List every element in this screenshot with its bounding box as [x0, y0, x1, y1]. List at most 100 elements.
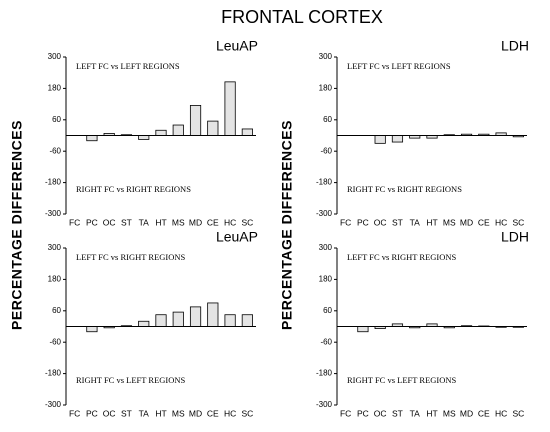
- x-tick-label: PC: [357, 217, 369, 227]
- x-tick-label: PC: [86, 217, 98, 227]
- bar: [224, 81, 236, 136]
- x-tick-label: SC: [241, 408, 253, 418]
- x-tick-label: HC: [495, 408, 507, 418]
- bar: [207, 302, 219, 327]
- x-tick-label: HT: [155, 217, 166, 227]
- y-tick-label: -300: [45, 400, 62, 409]
- x-tick-label: CE: [478, 217, 490, 227]
- bar: [207, 120, 219, 136]
- y-tick-label: -300: [316, 209, 333, 218]
- chart-title: LeuAP: [216, 38, 258, 54]
- y-tick-label: 300: [319, 52, 333, 61]
- x-tick-label: ST: [121, 408, 132, 418]
- x-tick-label: SC: [512, 408, 524, 418]
- bar: [241, 128, 253, 136]
- x-tick-label: MD: [460, 217, 473, 227]
- x-tick-label: PC: [357, 408, 369, 418]
- x-tick-label: ST: [392, 217, 403, 227]
- x-tick-label: FC: [340, 408, 351, 418]
- x-tick-label: TA: [139, 408, 150, 418]
- y-tick-label: 180: [48, 275, 62, 284]
- x-tick-label: MS: [443, 408, 456, 418]
- y-tick-label: -300: [45, 209, 62, 218]
- bar: [172, 124, 184, 136]
- x-tick-label: SC: [512, 217, 524, 227]
- y-tick-label: -300: [316, 400, 333, 409]
- bar: [224, 314, 236, 327]
- chart-title: LDH: [501, 229, 529, 245]
- x-tick-label: HT: [426, 217, 437, 227]
- y-tick-label: 60: [52, 115, 61, 124]
- x-tick-label: MD: [460, 408, 473, 418]
- figure-title: FRONTAL CORTEX: [221, 7, 383, 27]
- bar: [241, 314, 253, 327]
- x-tick-label: ST: [392, 408, 403, 418]
- y-tick-label: -60: [49, 146, 61, 155]
- y-tick-label: 180: [48, 84, 62, 93]
- x-tick-label: CE: [478, 408, 490, 418]
- bar: [155, 314, 167, 327]
- x-tick-label: OC: [103, 408, 116, 418]
- y-tick-label: -180: [45, 369, 62, 378]
- y-tick-label: -180: [45, 178, 62, 187]
- x-tick-label: OC: [374, 408, 387, 418]
- y-tick-label: -180: [316, 369, 333, 378]
- annotation: LEFT FC vs LEFT REGIONS: [347, 61, 451, 71]
- chart-title: LDH: [501, 38, 529, 54]
- x-tick-label: FC: [340, 217, 351, 227]
- annotation: RIGHT FC vs LEFT REGIONS: [76, 375, 186, 385]
- x-tick-label: TA: [410, 408, 421, 418]
- y-tick-label: -60: [49, 337, 61, 346]
- annotation: LEFT FC vs LEFT REGIONS: [76, 61, 180, 71]
- bar: [138, 320, 150, 327]
- y-tick-label: -60: [320, 146, 332, 155]
- x-tick-label: HC: [495, 217, 507, 227]
- bar: [357, 326, 369, 333]
- y-tick-label: 60: [323, 115, 332, 124]
- y-tick-label: 180: [319, 275, 333, 284]
- annotation: RIGHT FC vs RIGHT REGIONS: [347, 184, 462, 194]
- y-tick-label: 60: [323, 306, 332, 315]
- bar: [391, 135, 404, 143]
- bar: [86, 326, 98, 333]
- x-tick-label: MD: [189, 217, 202, 227]
- x-tick-label: MS: [172, 408, 185, 418]
- bar: [189, 105, 202, 136]
- y-tick-label: 300: [319, 243, 333, 252]
- y-tick-label: 300: [48, 52, 62, 61]
- annotation: LEFT FC vs RIGHT REGIONS: [76, 252, 186, 262]
- y-tick-label: -180: [316, 178, 333, 187]
- chart-title: LeuAP: [216, 229, 258, 245]
- bar: [374, 135, 386, 144]
- bar: [86, 135, 98, 142]
- x-tick-label: TA: [139, 217, 150, 227]
- annotation: RIGHT FC vs RIGHT REGIONS: [76, 184, 191, 194]
- x-tick-label: CE: [207, 408, 219, 418]
- x-tick-label: OC: [374, 217, 387, 227]
- annotation: RIGHT FC vs LEFT REGIONS: [347, 375, 457, 385]
- bar: [155, 129, 167, 136]
- x-tick-label: HT: [155, 408, 166, 418]
- y-axis-label: PERCENTAGE DIFFERENCES: [279, 120, 295, 330]
- x-tick-label: PC: [86, 408, 98, 418]
- x-tick-label: FC: [69, 408, 80, 418]
- x-tick-label: MS: [172, 217, 185, 227]
- x-tick-label: ST: [121, 217, 132, 227]
- x-tick-label: MD: [189, 408, 202, 418]
- x-tick-label: SC: [241, 217, 253, 227]
- y-tick-label: 180: [319, 84, 333, 93]
- y-axis-label: PERCENTAGE DIFFERENCES: [9, 120, 25, 330]
- x-tick-label: HT: [426, 408, 437, 418]
- x-tick-label: CE: [207, 217, 219, 227]
- bar: [189, 306, 202, 327]
- x-tick-label: FC: [69, 217, 80, 227]
- x-tick-label: HC: [224, 217, 236, 227]
- annotation: LEFT FC vs RIGHT REGIONS: [347, 252, 457, 262]
- bar: [172, 311, 184, 327]
- y-tick-label: 60: [52, 306, 61, 315]
- bar: [138, 135, 150, 140]
- x-tick-label: HC: [224, 408, 236, 418]
- x-tick-label: OC: [103, 217, 116, 227]
